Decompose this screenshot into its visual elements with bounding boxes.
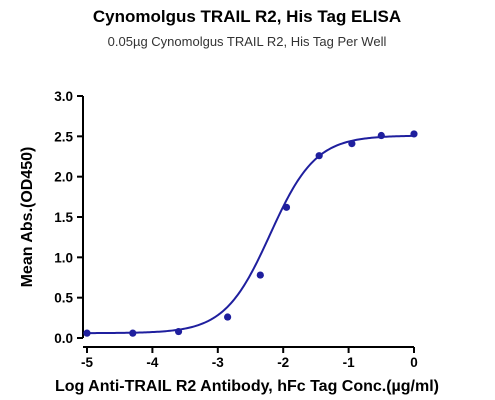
y-tick-label: 1.5 bbox=[54, 210, 73, 225]
y-axis-title: Mean Abs.(OD450) bbox=[19, 147, 36, 288]
data-point bbox=[129, 329, 137, 337]
data-point bbox=[377, 131, 385, 140]
plot-area: 0.0 0.5 1.0 1.5 2.0 2.5 3.0 -5 -4 -3 -2 -1 0 bbox=[54, 89, 418, 370]
fit-curve bbox=[86, 134, 415, 335]
data-points bbox=[83, 130, 418, 337]
y-tick-label: 1.0 bbox=[54, 250, 73, 265]
x-axis-ticks: -5 -4 -3 -2 -1 0 bbox=[81, 347, 418, 370]
x-tick-label: -5 bbox=[81, 355, 93, 370]
x-tick-label: -3 bbox=[212, 355, 224, 370]
x-axis-title: Log Anti-TRAIL R2 Antibody, hFc Tag Conc… bbox=[55, 378, 439, 395]
y-tick-label: 0.5 bbox=[54, 291, 73, 306]
x-tick-label: -4 bbox=[146, 355, 158, 370]
data-point bbox=[410, 130, 418, 138]
data-point bbox=[256, 271, 264, 279]
x-tick-label: 0 bbox=[410, 355, 418, 370]
y-tick-label: 0.0 bbox=[54, 331, 73, 346]
data-point bbox=[348, 139, 356, 148]
chart-title: Cynomolgus TRAIL R2, His Tag ELISA bbox=[93, 7, 401, 26]
data-point bbox=[174, 327, 183, 336]
y-tick-label: 2.0 bbox=[54, 170, 73, 185]
data-point bbox=[315, 152, 323, 160]
x-tick-label: -1 bbox=[343, 355, 355, 370]
data-point bbox=[83, 329, 91, 337]
x-tick-label: -2 bbox=[277, 355, 289, 370]
chart-subtitle: 0.05µg Cynomolgus TRAIL R2, His Tag Per … bbox=[108, 34, 387, 49]
y-tick-label: 2.5 bbox=[54, 129, 73, 144]
data-point bbox=[224, 313, 232, 321]
data-point bbox=[282, 203, 291, 211]
y-tick-label: 3.0 bbox=[54, 89, 73, 104]
y-axis-ticks: 0.0 0.5 1.0 1.5 2.0 2.5 3.0 bbox=[54, 89, 83, 346]
